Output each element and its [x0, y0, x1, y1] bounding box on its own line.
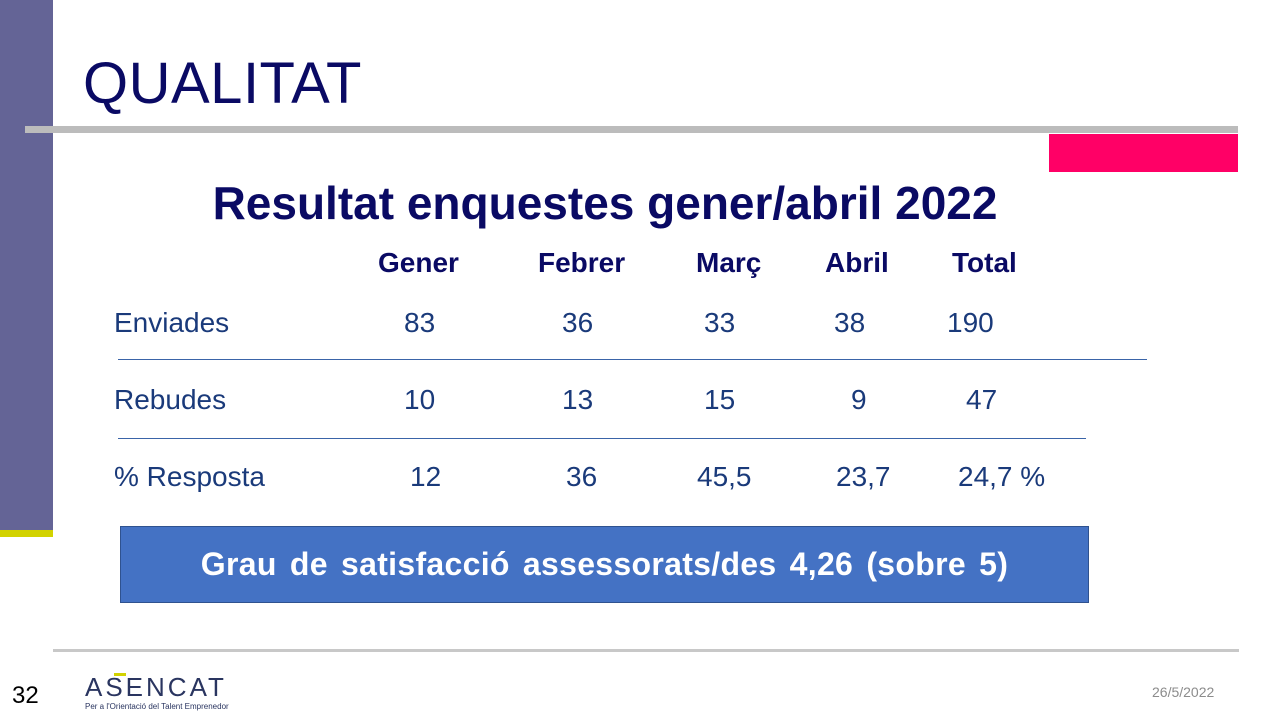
- slide-date: 26/5/2022: [1152, 684, 1215, 700]
- table-cell: 190: [947, 307, 994, 338]
- page-number: 32: [12, 682, 39, 709]
- table-cell: 13: [562, 384, 594, 415]
- asencat-logo: ASENCAT Per a l'Orientació del Talent Em…: [85, 672, 245, 714]
- row-label-enviades: Enviades: [114, 307, 230, 338]
- column-header-total: Total: [952, 247, 1017, 278]
- slide-subtitle: Resultat enquestes gener/abril 2022: [212, 177, 998, 229]
- row-divider: [118, 359, 1147, 360]
- logo-wordmark: ASENCAT: [85, 672, 227, 702]
- table-cell: 36: [566, 461, 598, 492]
- column-header-gener: Gener: [378, 247, 459, 278]
- slide-title: QUALITAT: [83, 51, 362, 116]
- satisfaction-score-box: Grau de satisfacció assessorats/des 4,26…: [120, 526, 1089, 603]
- table-cell: 83: [404, 307, 436, 338]
- table-cell: 24,7 %: [958, 461, 1046, 492]
- table-cell: 15: [704, 384, 736, 415]
- side-bar: [0, 0, 53, 530]
- table-cell: 23,7: [836, 461, 891, 492]
- table-cell: 33: [704, 307, 736, 338]
- title-divider: [25, 126, 1238, 133]
- table-cell: 12: [410, 461, 442, 492]
- table-cell: 47: [966, 384, 998, 415]
- pink-accent-block: [1049, 134, 1238, 172]
- table-cell: 9: [851, 384, 867, 415]
- row-divider: [118, 438, 1086, 439]
- column-header-febrer: Febrer: [538, 247, 626, 278]
- table-cell: 45,5: [697, 461, 752, 492]
- column-header-marc: Març: [696, 247, 762, 278]
- row-label-resposta: % Resposta: [114, 461, 265, 492]
- table-cell: 38: [834, 307, 866, 338]
- table-cell: 36: [562, 307, 594, 338]
- column-header-abril: Abril: [825, 247, 889, 278]
- logo-tagline: Per a l'Orientació del Talent Emprenedor: [85, 702, 229, 711]
- logo-accent-mark: [114, 673, 126, 676]
- row-label-rebudes: Rebudes: [114, 384, 227, 415]
- side-bar-accent: [0, 530, 53, 537]
- satisfaction-score-text: Grau de satisfacció assessorats/des 4,26…: [200, 546, 1009, 582]
- table-cell: 10: [404, 384, 436, 415]
- footer-divider: [53, 649, 1239, 652]
